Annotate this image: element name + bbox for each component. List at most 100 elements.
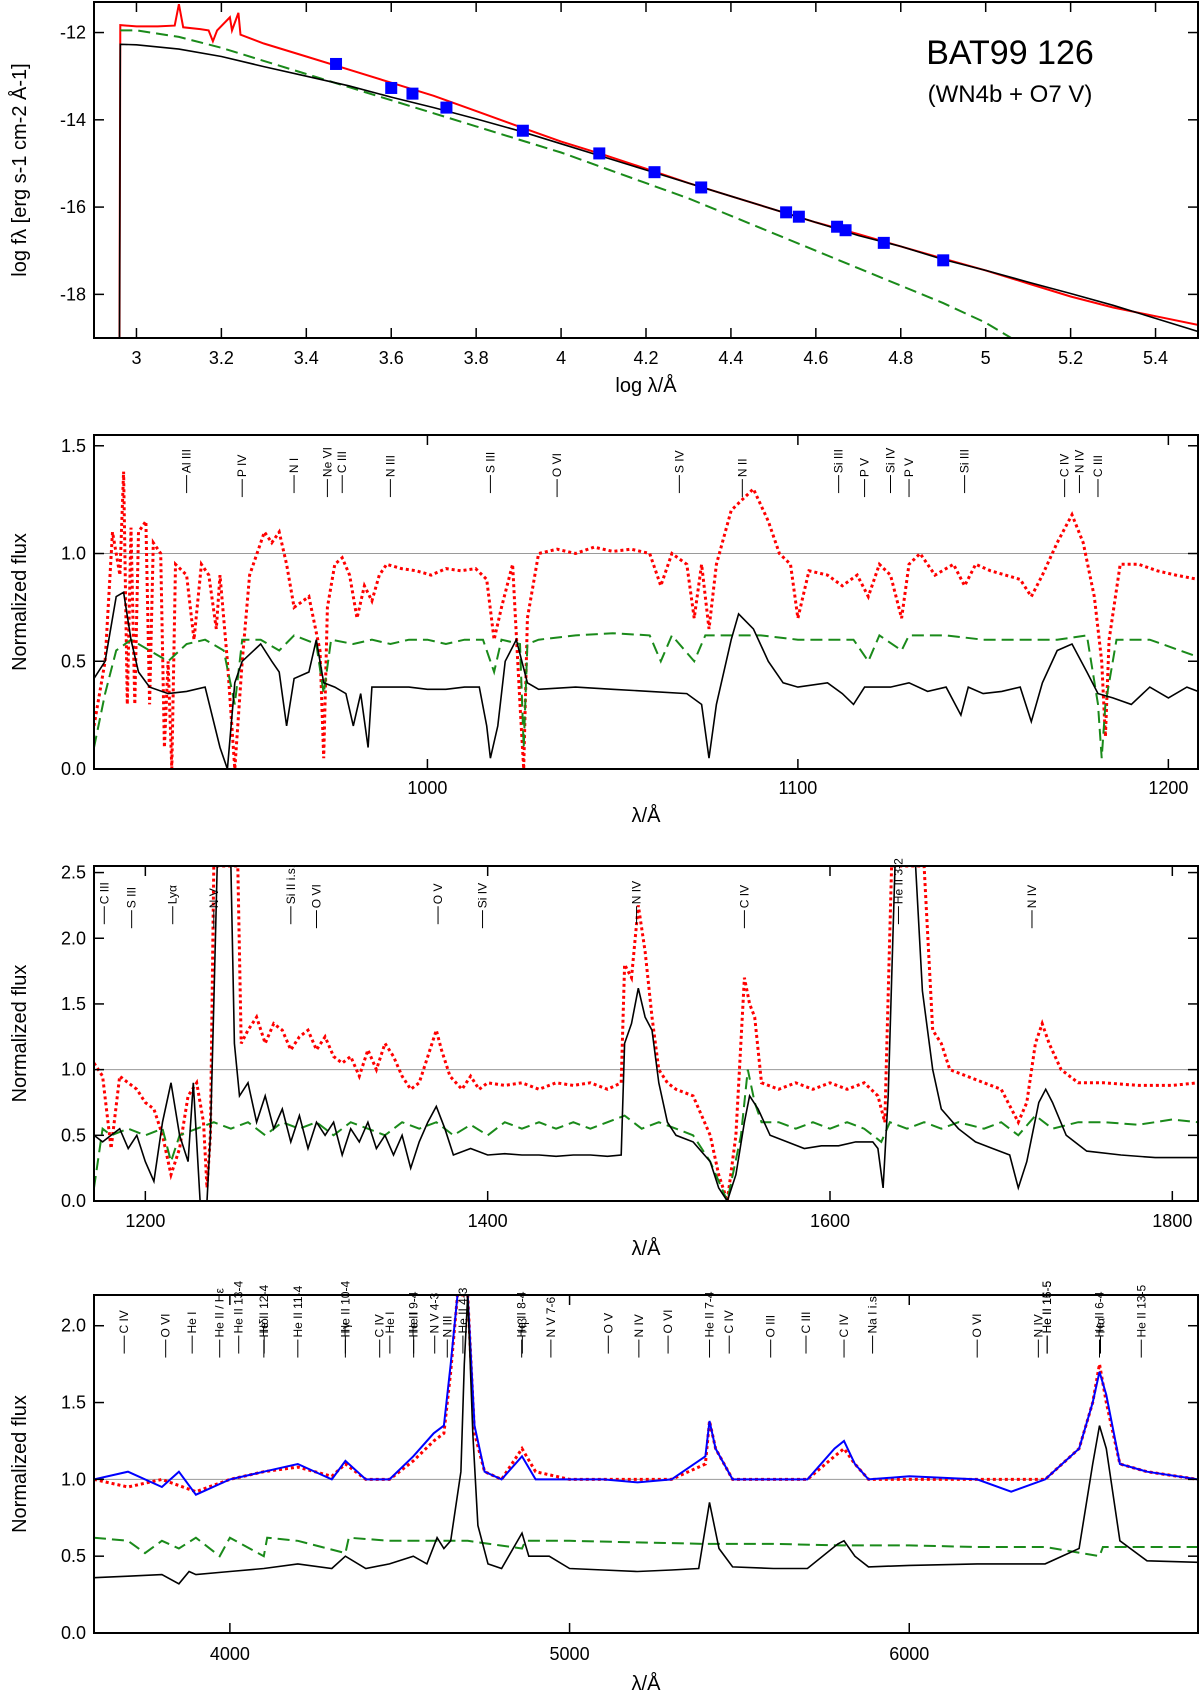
line-id-label: He I [383,1312,397,1334]
y-tick-label: 1.5 [61,994,86,1014]
line-id-label: He II 4-3 [456,1287,470,1333]
line-id-label: N V [207,888,221,908]
line-id-label: Ne VI [320,447,334,477]
line-id-label: N III [383,455,397,477]
y-axis-label: Normalized flux [9,965,31,1103]
y-tick-label: 2.5 [61,863,86,883]
line-id-label: S III [125,887,139,908]
line-id-label: O VI [970,1314,984,1338]
line-id-label: C III [1091,455,1105,477]
x-tick-label: 3.4 [294,348,319,368]
line-id-label: O VI [159,1314,173,1338]
photometry-point-11 [839,224,852,237]
line-id-label: N V 4-3 [428,1293,442,1334]
x-tick-label: 4000 [210,1644,250,1664]
figure-title: BAT99 126 [926,34,1094,72]
y-tick-label: 2.0 [61,1316,86,1336]
y-tick-label: 0.0 [61,1623,86,1643]
line-id-label: Si III [958,449,972,473]
y-axis-label: Normalized flux [9,1395,31,1533]
plot-area [94,471,1198,769]
line-id-label: He II 7-4 [703,1291,717,1337]
line-id-label: Si IV [476,883,490,908]
line-id-label: He II / Hε [213,1288,227,1338]
panel-uv: C III S III Lyα N V Si II i.s. O VI O V Si IV N … [9,858,1199,1260]
y-tick-label: -12 [60,23,86,43]
line-id-label: Hγ [338,1323,352,1338]
line-id-label: C IV [373,1314,387,1337]
line-id-label: Si III [832,449,846,473]
line-id-label: He II 10-4 [338,1281,352,1334]
x-tick-label: 5000 [550,1644,590,1664]
axes-frame [93,865,1199,1202]
line-id-label: He I [185,1312,199,1334]
photometry-point-9 [792,210,805,223]
series-o-star-model [94,866,1198,1201]
x-tick-label: 4.8 [888,348,913,368]
line-id-label: O V [431,884,445,905]
photometry-point-1 [385,81,398,94]
panel-optical: C IV O VI He I He II / Hε He II 13-4 He II 12… [9,1281,1199,1695]
x-tick-label: 4.6 [803,348,828,368]
line-id-label: He II 9-4 [407,1291,421,1337]
line-id-label: He I [407,1312,421,1334]
series-observed [94,471,1198,769]
line-id-label: He II 11-4 [291,1285,305,1337]
line-id-label: N IV [1072,450,1086,473]
line-id-label: Hδ [257,1318,271,1334]
x-axis-label: log λ/Å [615,374,677,397]
line-id-label: C III [335,451,349,473]
x-tick-label: 4 [556,348,566,368]
line-id-label: N IV [1031,1314,1045,1337]
y-tick-label: 1.0 [61,1469,86,1489]
line-id-label: P V [858,458,872,477]
line-id-label: P V [902,458,916,477]
series-observed-blue- [94,1295,1198,1496]
x-axis-label: λ/Å [632,1237,662,1260]
y-tick-label: 1.0 [61,544,86,564]
y-tick-label: 1.0 [61,1060,86,1080]
y-tick-label: 0.0 [61,1191,86,1211]
photometry-point-4 [516,124,529,137]
line-id-label: C IV [837,1314,851,1337]
photometry-point-6 [648,166,661,179]
x-tick-label: 5.2 [1058,348,1083,368]
series-wr-model [94,1069,1198,1201]
y-tick-label: 2.0 [61,928,86,948]
y-tick-label: 0.0 [61,759,86,779]
x-tick-label: 3.2 [209,348,234,368]
line-id-label: O VI [310,884,324,908]
line-id-label: N V 7-6 [544,1297,558,1338]
y-tick-label: 0.5 [61,1546,86,1566]
series-wr-model [94,632,1198,759]
line-id-label: He II 15-5 [1040,1281,1054,1334]
line-id-label: O III [764,1315,778,1338]
x-tick-label: 4.2 [633,348,658,368]
photometry-point-12 [877,236,890,249]
line-id-label: He II 6-4 [1092,1291,1106,1337]
y-tick-label: 1.5 [61,1393,86,1413]
line-identifications: Al III P IV N I Ne VI C III N III S III O VI S I… [180,447,1105,498]
y-tick-label: 1.5 [61,436,86,456]
y-tick-label: -16 [60,197,86,217]
line-identifications: C IV O VI He I He II / Hε He II 13-4 He II 12… [117,1281,1148,1358]
y-tick-label: -14 [60,110,86,130]
series-o-star-model [94,591,1198,769]
y-axis-label: log fλ [erg s-1 cm-2 Å-1] [8,63,31,276]
line-id-label: C III [97,882,111,904]
y-tick-label: -18 [60,284,86,304]
photometry-point-5 [593,147,606,160]
line-id-label: N IV [1025,885,1039,908]
plot-area [94,866,1198,1201]
photometry-point-2 [406,87,419,100]
line-id-label: Si II i.s. [284,865,298,904]
series-wr-component [120,29,1012,338]
line-id-label: C IV [722,1310,736,1333]
line-id-label: N I [287,458,301,473]
panel-sed: 3 3.2 3.4 3.6 3.8 4 4.2 4.4 4.6 4.8 5 5.2 5.4 -12 -14 -… [8,1,1199,397]
line-id-label: O V [601,1313,615,1334]
line-id-label: C III [799,1312,813,1334]
line-id-label: He II 16-5 [1040,1281,1054,1334]
line-id-label: Lyα [166,885,180,904]
